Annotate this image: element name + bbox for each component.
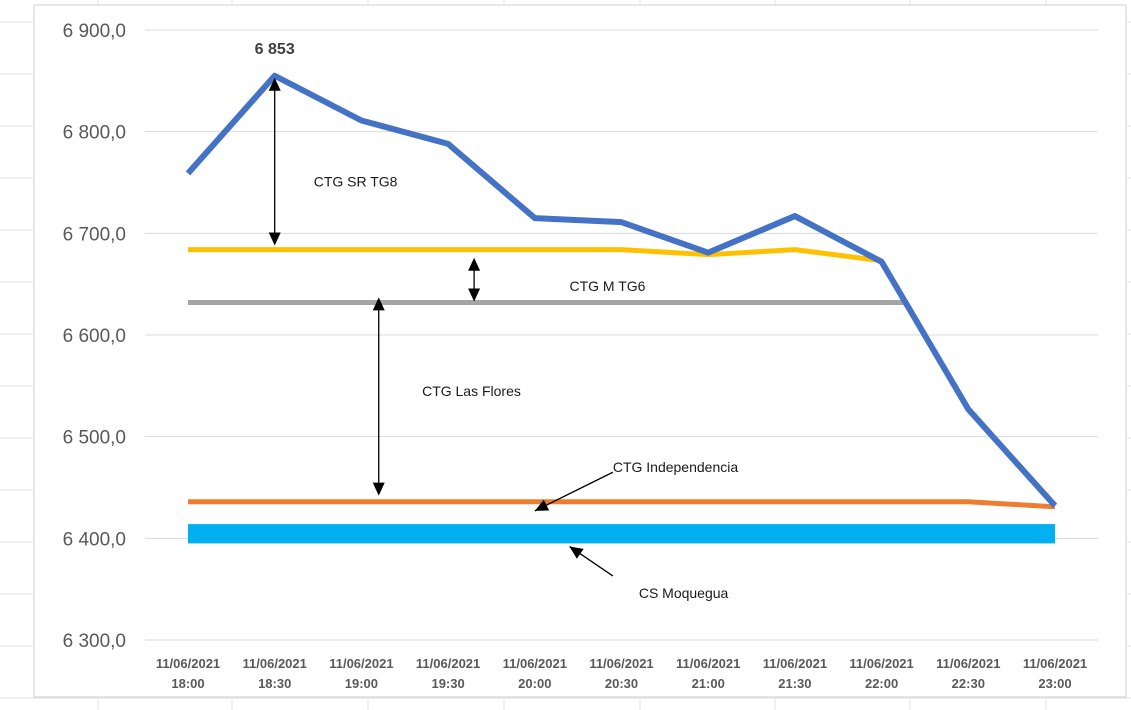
x-tick-label: 11/06/2021 19:30	[416, 656, 480, 691]
y-tick-label: 6 500,0	[63, 428, 126, 449]
x-tick-label: 11/06/2021 18:30	[243, 656, 307, 691]
series-lines	[185, 72, 1058, 544]
y-tick-label: 6 900,0	[63, 21, 126, 42]
annotation-label: CTG Independencia	[613, 459, 739, 475]
series-line-4	[185, 72, 1058, 508]
annotation-labels: 6 853 CTG SR TG8 CTG M TG6 CTG Las Flores CT…	[255, 41, 739, 601]
arrow-head-4	[569, 546, 584, 559]
x-tick-label: 11/06/2021 20:30	[589, 656, 653, 691]
arrow-head-2-top	[372, 297, 385, 311]
y-tick-label: 6 700,0	[63, 224, 126, 245]
annotation-label: CTG Las Flores	[422, 383, 521, 399]
arrow-head-0-bottom	[268, 232, 281, 246]
x-tick-label: 11/06/2021 19:00	[329, 656, 393, 691]
chart-area[interactable]	[33, 4, 1127, 698]
y-tick-label: 6 600,0	[63, 326, 126, 347]
arrow-head-0-top	[268, 77, 281, 91]
annotation-label: CS Moqueguа	[639, 585, 729, 601]
x-axis: 11/06/2021 18:00 11/06/2021 18:30 11/06/2021…	[156, 656, 1087, 691]
x-tick-label: 11/06/2021 18:00	[156, 656, 220, 691]
x-tick-label: 11/06/2021 21:00	[676, 656, 740, 691]
y-tick-label: 6 300,0	[63, 631, 126, 652]
x-tick-label: 11/06/2021 20:00	[503, 656, 567, 691]
x-tick-label: 11/06/2021 22:30	[936, 656, 1000, 691]
annotation-arrows	[268, 77, 614, 577]
annotation-label: CTG M TG6	[569, 278, 645, 294]
annotation-label: CTG SR TG8	[314, 173, 398, 189]
data-label: 6 853	[255, 41, 295, 58]
arrow-head-1-bottom	[468, 288, 481, 302]
x-tick-label: 11/06/2021 22:00	[849, 656, 913, 691]
x-tick-label: 11/06/2021 23:00	[1023, 656, 1087, 691]
series-line-1	[188, 499, 1056, 510]
arrow-head-2-bottom	[372, 482, 385, 496]
series-band-0	[188, 524, 1055, 544]
arrow-shaft-3	[534, 471, 614, 512]
y-tick-label: 6 800,0	[63, 123, 126, 144]
y-tick-label: 6 400,0	[63, 529, 126, 550]
series-line-3	[188, 247, 882, 264]
y-axis: 6 300,0 6 400,0 6 500,0 6 600,0 6 700,0 6 800…	[63, 21, 126, 652]
arrow-head-3	[534, 499, 550, 511]
arrow-head-1-top	[468, 257, 481, 271]
x-tick-label: 11/06/2021 21:30	[763, 656, 827, 691]
